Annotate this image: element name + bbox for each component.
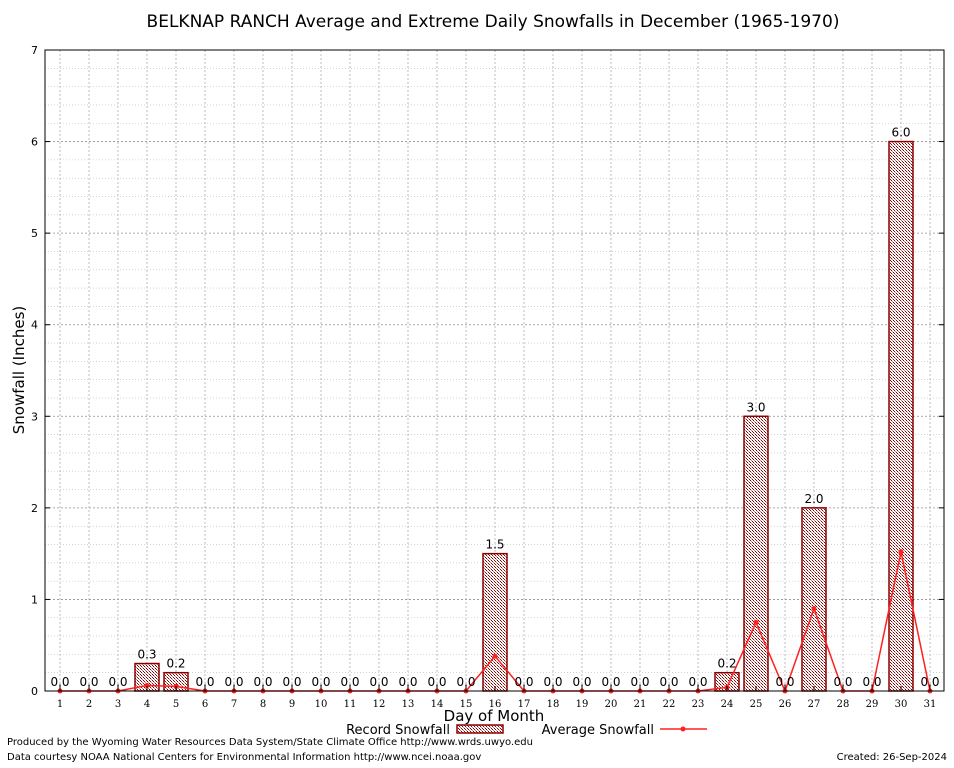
bar-day-30 <box>888 140 914 692</box>
legend: Record Snowfall Average Snowfall <box>346 723 707 738</box>
x-tick-label: 13 <box>402 699 415 710</box>
legend-marker-average <box>680 726 686 732</box>
bar-day-27 <box>801 507 827 692</box>
x-tick-label: 1 <box>57 699 63 710</box>
y-tick-label: 4 <box>31 319 38 332</box>
average-point-day-4 <box>144 683 150 689</box>
data-label-day-31: 0.0 <box>920 675 939 689</box>
data-label-day-10: 0.0 <box>311 675 330 689</box>
x-tick-label: 20 <box>605 699 618 710</box>
x-tick-label: 4 <box>144 699 150 710</box>
data-label-day-21: 0.0 <box>630 675 649 689</box>
data-label-day-22: 0.0 <box>659 675 678 689</box>
data-label-day-16: 1.5 <box>485 538 504 552</box>
data-label-day-25: 3.0 <box>746 400 765 414</box>
data-label-day-15: 0.0 <box>456 675 475 689</box>
bar-day-16 <box>482 552 508 692</box>
x-tick-label: 17 <box>518 699 531 710</box>
average-point-day-27 <box>811 606 817 612</box>
x-tick-label: 15 <box>460 699 473 710</box>
x-tick-label: 23 <box>692 699 705 710</box>
data-label-day-17: 0.0 <box>514 675 533 689</box>
y-tick-label: 1 <box>31 593 38 606</box>
x-tick-label: 2 <box>86 699 92 710</box>
data-label-day-12: 0.0 <box>369 675 388 689</box>
data-label-day-4: 0.3 <box>137 648 156 662</box>
x-tick-label: 27 <box>808 699 821 710</box>
x-tick-label: 7 <box>231 699 237 710</box>
footer-producer: Produced by the Wyoming Water Resources … <box>7 737 533 748</box>
x-tick-label: 18 <box>547 699 560 710</box>
data-label-day-8: 0.0 <box>253 675 272 689</box>
x-tick-label: 25 <box>750 699 763 710</box>
data-label-day-14: 0.0 <box>427 675 446 689</box>
data-label-day-13: 0.0 <box>398 675 417 689</box>
x-tick-label: 29 <box>866 699 879 710</box>
x-tick-label: 16 <box>489 699 502 710</box>
chart-title: BELKNAP RANCH Average and Extreme Daily … <box>147 12 840 32</box>
data-label-day-6: 0.0 <box>195 675 214 689</box>
y-tick-label: 5 <box>31 227 38 240</box>
x-axis-label: Day of Month <box>444 707 545 725</box>
x-tick-label: 8 <box>260 699 266 710</box>
legend-swatch-record <box>456 724 504 734</box>
x-tick-label: 31 <box>924 699 937 710</box>
x-tick-label: 19 <box>576 699 589 710</box>
x-tick-label: 21 <box>634 699 647 710</box>
y-tick-label: 3 <box>31 410 38 423</box>
x-tick-label: 10 <box>315 699 328 710</box>
y-tick-label: 0 <box>31 685 38 698</box>
data-label-day-28: 0.0 <box>833 675 852 689</box>
footer-created-date: Created: 26-Sep-2024 <box>836 752 947 763</box>
y-axis-label: Snowfall (Inches) <box>10 306 28 434</box>
data-label-day-26: 0.0 <box>775 675 794 689</box>
data-label-day-1: 0.0 <box>50 675 69 689</box>
data-label-day-29: 0.0 <box>862 675 881 689</box>
legend-label-record: Record Snowfall <box>346 723 450 738</box>
data-label-day-24: 0.2 <box>717 657 736 671</box>
legend-label-average: Average Snowfall <box>542 723 654 738</box>
data-label-day-18: 0.0 <box>543 675 562 689</box>
data-label-day-23: 0.0 <box>688 675 707 689</box>
y-tick-label: 6 <box>31 136 38 149</box>
x-tick-label: 5 <box>173 699 179 710</box>
data-label-day-20: 0.0 <box>601 675 620 689</box>
x-tick-label: 12 <box>373 699 386 710</box>
bar-day-25 <box>743 415 769 692</box>
data-label-day-11: 0.0 <box>340 675 359 689</box>
x-tick-label: 30 <box>895 699 908 710</box>
x-tick-label: 9 <box>289 699 295 710</box>
y-tick-label: 2 <box>31 502 38 515</box>
data-label-day-19: 0.0 <box>572 675 591 689</box>
data-label-day-3: 0.0 <box>108 675 127 689</box>
x-tick-label: 14 <box>431 699 444 710</box>
x-tick-label: 3 <box>115 699 121 710</box>
data-label-day-7: 0.0 <box>224 675 243 689</box>
average-point-day-25 <box>753 619 759 625</box>
average-point-day-30 <box>898 549 904 555</box>
data-label-day-9: 0.0 <box>282 675 301 689</box>
data-label-day-2: 0.0 <box>79 675 98 689</box>
footer-data-source: Data courtesy NOAA National Centers for … <box>7 752 482 763</box>
y-tick-label: 7 <box>31 44 38 57</box>
average-point-day-16 <box>492 653 498 659</box>
x-tick-label: 11 <box>344 699 357 710</box>
x-tick-label: 26 <box>779 699 792 710</box>
x-tick-label: 22 <box>663 699 676 710</box>
data-label-day-5: 0.2 <box>166 657 185 671</box>
x-tick-label: 6 <box>202 699 208 710</box>
x-tick-label: 28 <box>837 699 850 710</box>
data-label-day-30: 6.0 <box>891 126 910 140</box>
x-tick-label: 24 <box>721 699 734 710</box>
data-label-day-27: 2.0 <box>804 492 823 506</box>
